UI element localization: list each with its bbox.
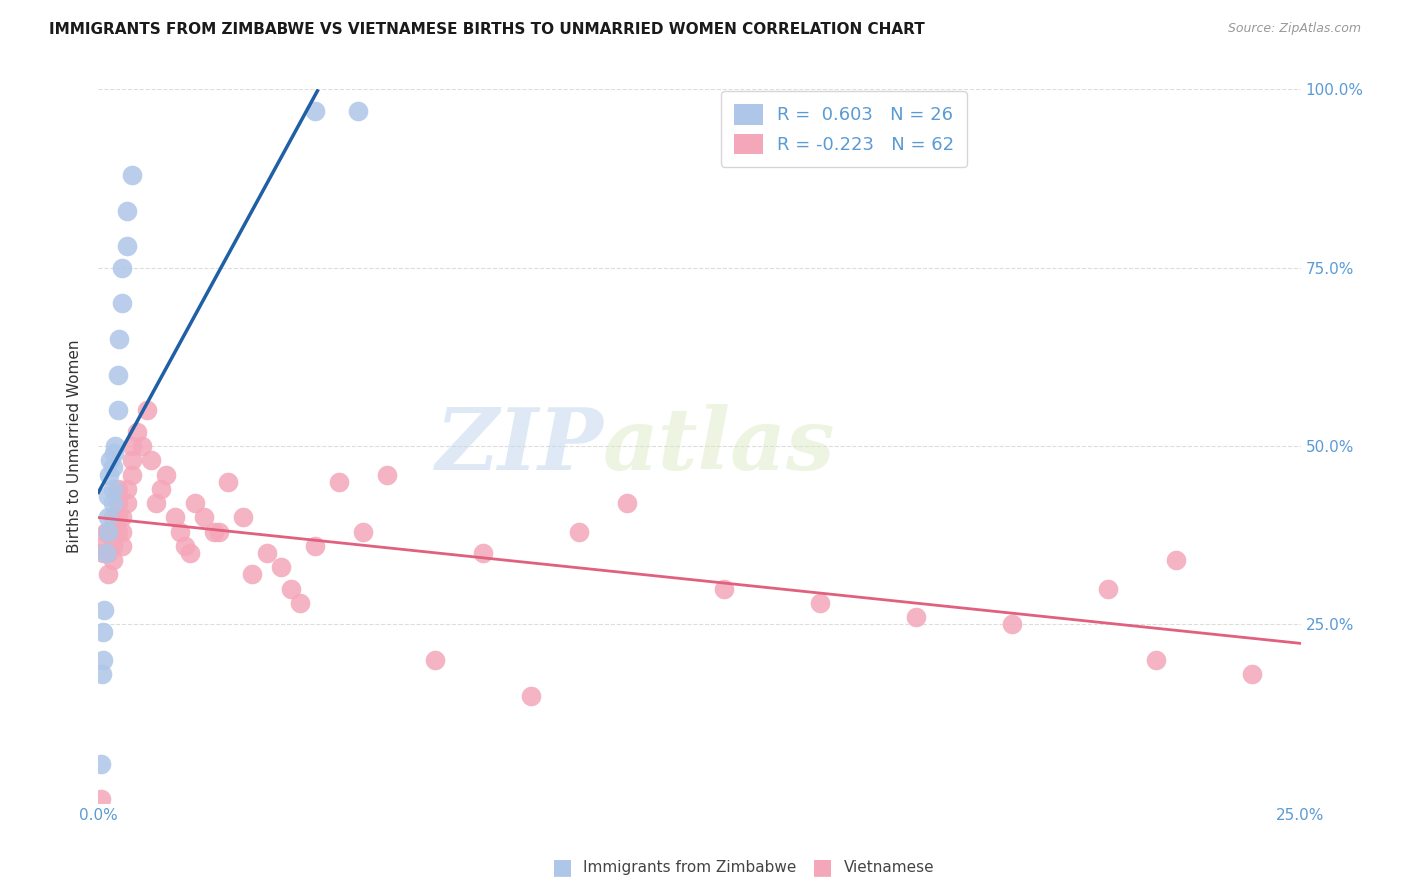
Point <box>94 524 117 539</box>
Point <box>111 260 134 275</box>
Point <box>101 539 124 553</box>
Point <box>616 496 638 510</box>
Point <box>121 453 143 467</box>
Point <box>169 524 191 539</box>
Point <box>91 653 114 667</box>
Point <box>111 539 134 553</box>
Point <box>97 510 120 524</box>
Point <box>1001 617 1024 632</box>
Text: ■: ■ <box>813 857 832 877</box>
Point <box>290 596 312 610</box>
Point <box>131 439 153 453</box>
Point <box>232 510 254 524</box>
Point <box>270 560 292 574</box>
Point <box>808 596 831 610</box>
Point <box>111 510 134 524</box>
Point <box>101 524 124 539</box>
Point <box>107 496 129 510</box>
Point <box>217 475 239 489</box>
Text: Immigrants from Zimbabwe: Immigrants from Zimbabwe <box>583 860 797 874</box>
Point <box>520 689 543 703</box>
Text: atlas: atlas <box>603 404 835 488</box>
Point <box>97 524 120 539</box>
Point <box>107 368 129 382</box>
Point <box>101 482 124 496</box>
Point <box>1164 553 1187 567</box>
Point <box>97 546 120 560</box>
Point <box>208 524 231 539</box>
Text: ZIP: ZIP <box>436 404 603 488</box>
Point <box>107 403 129 417</box>
Point <box>117 482 139 496</box>
Point <box>91 624 114 639</box>
Point <box>103 446 125 460</box>
Point <box>101 460 124 475</box>
Point <box>97 567 120 582</box>
Text: Vietnamese: Vietnamese <box>844 860 934 874</box>
Point <box>1241 667 1264 681</box>
Point <box>352 524 374 539</box>
Point <box>107 524 129 539</box>
Point <box>174 539 197 553</box>
Point <box>121 168 143 182</box>
Point <box>145 496 167 510</box>
Point <box>101 553 124 567</box>
Point <box>304 103 326 118</box>
Point <box>98 467 121 482</box>
Point <box>135 403 157 417</box>
Point <box>179 546 201 560</box>
Point <box>97 524 120 539</box>
Point <box>713 582 735 596</box>
Point <box>193 510 215 524</box>
Point <box>904 610 927 624</box>
Point <box>104 439 127 453</box>
Text: Source: ZipAtlas.com: Source: ZipAtlas.com <box>1227 22 1361 36</box>
Point <box>347 103 370 118</box>
Point <box>107 482 129 496</box>
Point <box>117 496 139 510</box>
Point <box>149 482 172 496</box>
Point <box>472 546 495 560</box>
Point <box>280 582 302 596</box>
Point <box>93 603 115 617</box>
Point <box>101 510 124 524</box>
Point <box>90 756 112 771</box>
Point <box>111 296 134 310</box>
Point <box>121 467 143 482</box>
Point <box>117 239 139 253</box>
Point <box>202 524 225 539</box>
Text: IMMIGRANTS FROM ZIMBABWE VS VIETNAMESE BIRTHS TO UNMARRIED WOMEN CORRELATION CHA: IMMIGRANTS FROM ZIMBABWE VS VIETNAMESE B… <box>49 22 925 37</box>
Point <box>328 475 350 489</box>
Point <box>100 453 122 467</box>
Point <box>107 332 129 346</box>
Y-axis label: Births to Unmarried Women: Births to Unmarried Women <box>67 339 83 553</box>
Point <box>91 546 114 560</box>
Point <box>1144 653 1167 667</box>
Point <box>90 792 112 806</box>
Legend: R =  0.603   N = 26, R = -0.223   N = 62: R = 0.603 N = 26, R = -0.223 N = 62 <box>721 91 967 167</box>
Point <box>568 524 591 539</box>
Point <box>125 425 148 439</box>
Point <box>91 667 114 681</box>
Point <box>117 203 139 218</box>
Point <box>155 467 177 482</box>
Point <box>121 439 143 453</box>
Point <box>256 546 278 560</box>
Point <box>141 453 163 467</box>
Point <box>91 539 114 553</box>
Point <box>304 539 326 553</box>
Point <box>101 496 124 510</box>
Point <box>423 653 446 667</box>
Point <box>107 510 129 524</box>
Point <box>165 510 187 524</box>
Point <box>94 546 117 560</box>
Point <box>240 567 263 582</box>
Point <box>111 524 134 539</box>
Point <box>1097 582 1119 596</box>
Text: ■: ■ <box>553 857 572 877</box>
Point <box>375 467 398 482</box>
Point <box>97 489 120 503</box>
Point <box>183 496 205 510</box>
